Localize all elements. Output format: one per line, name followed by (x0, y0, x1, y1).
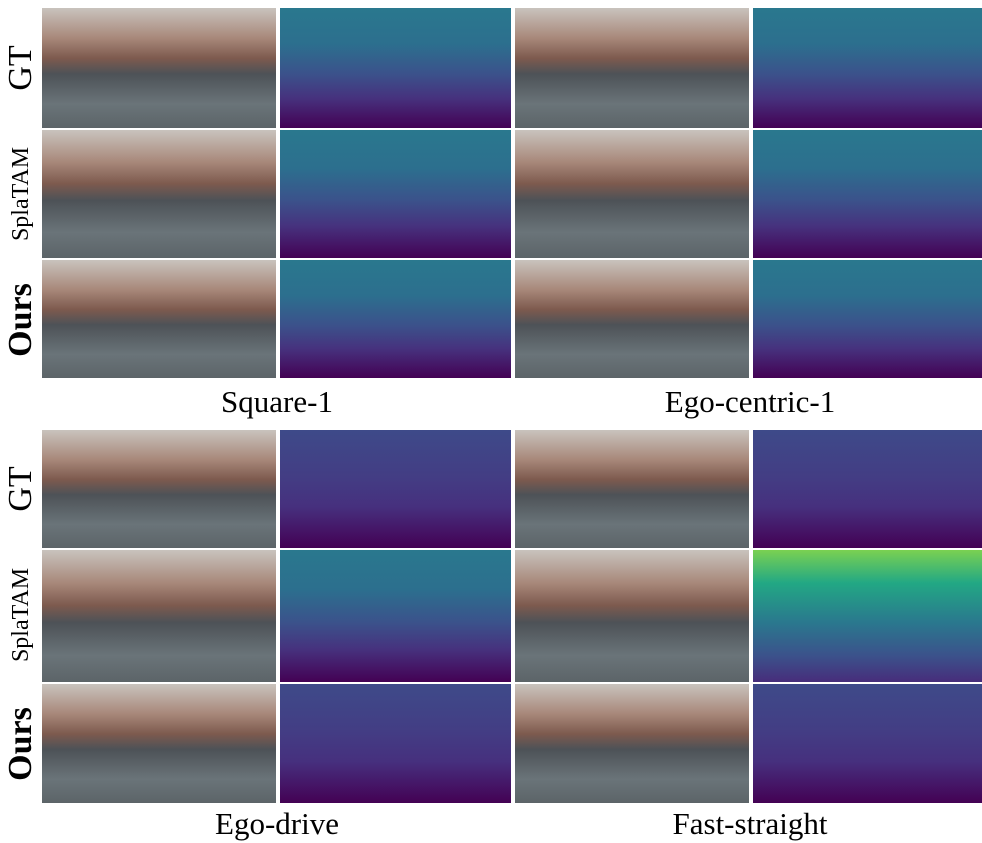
rgb-image (515, 130, 749, 258)
depth-image (753, 260, 982, 378)
rgb-image (42, 430, 276, 548)
row-label: SplaTAM (9, 568, 33, 662)
depth-image (280, 130, 511, 258)
rgb-image (515, 430, 749, 548)
rgb-image (42, 130, 276, 258)
row-label: SplaTAM (9, 147, 33, 241)
caption: Ego-centric-1 (665, 386, 835, 417)
figure: GT SplaTAM Ours Square-1 Ego-centric-1 G… (0, 0, 982, 843)
depth-image (753, 130, 982, 258)
depth-image (280, 430, 511, 548)
depth-image (753, 430, 982, 548)
rgb-image (42, 684, 276, 803)
depth-image (280, 260, 511, 378)
row-label: GT (4, 45, 38, 90)
row-label: Ours (4, 283, 38, 357)
row-label: GT (4, 466, 38, 511)
depth-image (753, 8, 982, 128)
depth-image (280, 550, 511, 682)
rgb-image (515, 684, 749, 803)
depth-image (753, 550, 982, 682)
depth-image (753, 684, 982, 803)
rgb-image (42, 8, 276, 128)
rgb-image (515, 260, 749, 378)
caption: Square-1 (221, 386, 333, 417)
depth-image (280, 8, 511, 128)
rgb-image (515, 8, 749, 128)
row-label: Ours (4, 707, 38, 781)
caption: Fast-straight (673, 808, 828, 839)
rgb-image (42, 260, 276, 378)
caption: Ego-drive (215, 808, 339, 839)
rgb-image (42, 550, 276, 682)
depth-image (280, 684, 511, 803)
rgb-image (515, 550, 749, 682)
